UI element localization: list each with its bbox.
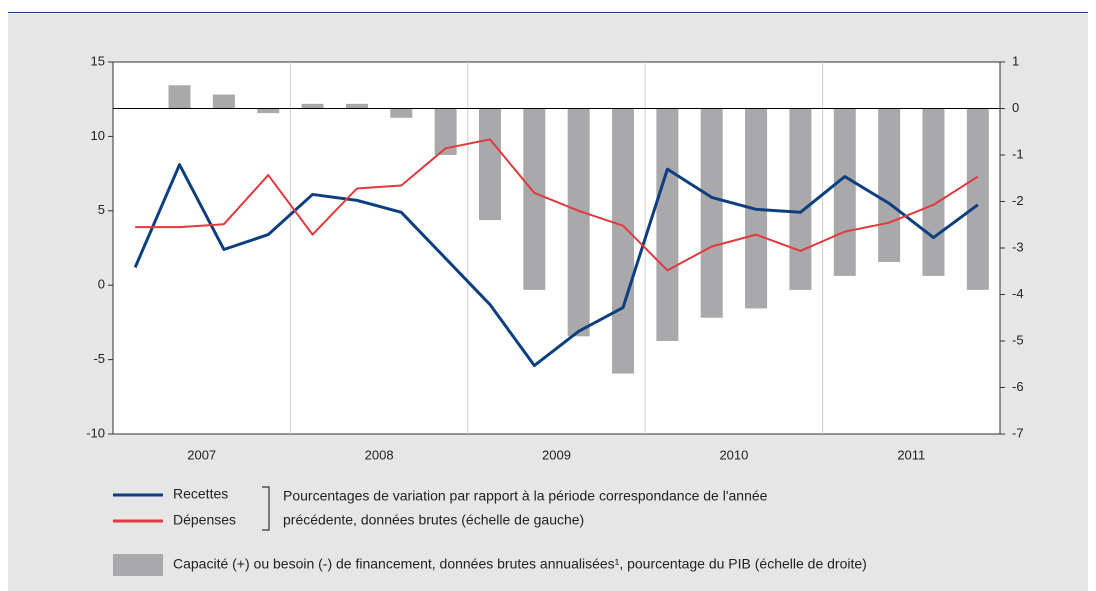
y2-tick-label: -4 [1012,286,1024,301]
bar [922,108,945,276]
bar [567,108,590,337]
bar [656,108,679,341]
bar [168,85,191,109]
x-tick-label: 2008 [365,447,394,462]
bar [966,108,989,290]
plot-area [112,61,1001,435]
line [133,163,979,368]
x-tick-label: 2011 [897,447,925,462]
y-tick-label: -5 [93,351,105,366]
y2-tick-label: 0 [1012,100,1019,115]
legend-note: précédente, données brutes (échelle de g… [283,512,584,528]
line [135,138,979,272]
y-tick-label: 15 [91,53,105,68]
x-tick-label: 2009 [542,447,571,462]
bar [390,108,413,118]
bar [345,103,368,109]
legend-label: Capacité (+) ou besoin (-) de financemen… [173,556,867,572]
bar [257,108,280,114]
y2-tick-label: -6 [1012,379,1024,394]
bar [700,108,723,318]
bar [878,108,901,262]
y-tick-label: 5 [98,202,105,217]
y2-tick-label: -3 [1012,239,1024,254]
bar [212,94,235,109]
y2-tick-label: 1 [1012,53,1019,68]
x-tick-label: 2010 [719,447,748,462]
legend-label: Recettes [173,486,228,502]
legend-swatch [113,554,163,576]
y-tick-label: -10 [86,425,105,440]
legend-note: Pourcentages de variation par rapport à … [283,488,768,504]
y-tick-label: 0 [98,277,105,292]
y2-tick-label: -7 [1012,425,1024,440]
bar [523,108,546,290]
y2-tick-label: -1 [1012,146,1024,161]
bar [478,108,501,221]
legend-bracket [262,486,270,531]
bar [789,108,812,290]
y-tick-label: 10 [91,128,105,143]
legend-label: Dépenses [173,512,236,528]
x-tick-label: 2007 [187,447,216,462]
bar [434,108,457,155]
bar [301,103,324,109]
y2-tick-label: -2 [1012,193,1024,208]
y2-tick-label: -5 [1012,332,1024,347]
bar [612,108,635,374]
legend: Pourcentages de variation par rapport à … [262,486,768,531]
bar [833,108,856,276]
